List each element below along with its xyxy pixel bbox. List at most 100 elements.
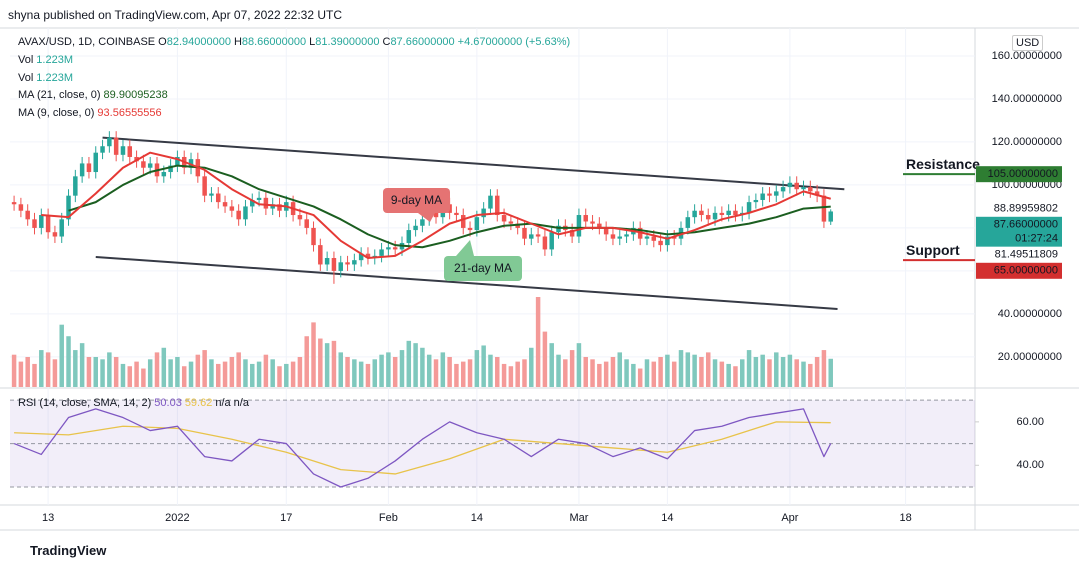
candle-body xyxy=(175,156,180,166)
volume-bar xyxy=(495,357,500,387)
volume-bar xyxy=(488,354,493,387)
volume-bar xyxy=(79,343,85,387)
rsi-line xyxy=(13,408,832,488)
candle-body xyxy=(603,227,609,235)
price-label-box xyxy=(976,262,1062,279)
volume-bar xyxy=(644,359,650,387)
volume-bar xyxy=(814,357,820,387)
candle-body xyxy=(808,187,813,192)
legend-row: Vol 1.223M xyxy=(18,52,171,70)
y-tick-label: 20.00000000 xyxy=(998,351,1062,363)
volume-bar xyxy=(243,359,248,387)
candle-body xyxy=(406,230,412,243)
annotation-box xyxy=(383,188,450,213)
volume-bar xyxy=(665,354,670,387)
candle-body xyxy=(787,182,793,188)
candle-body xyxy=(651,236,657,241)
candle-body xyxy=(460,215,466,228)
volume-bar xyxy=(229,357,235,387)
candle-body xyxy=(828,211,833,222)
candle-body xyxy=(93,152,98,173)
candle-body xyxy=(753,199,759,203)
volume-bar xyxy=(209,359,214,387)
volume-bar xyxy=(39,350,44,387)
volume-bar xyxy=(563,359,568,387)
candle-body xyxy=(597,223,602,228)
ohlc-value: 88.66000000 xyxy=(241,36,307,48)
price-label: 65.00000000 xyxy=(994,265,1058,277)
candle-body xyxy=(141,161,146,168)
volume-bar xyxy=(379,354,384,387)
candle-body xyxy=(801,187,806,190)
candle-body xyxy=(243,206,248,220)
volume-bar xyxy=(522,359,527,387)
candle-body xyxy=(617,236,623,239)
volume-bar xyxy=(297,357,303,387)
candle-body xyxy=(202,176,207,196)
volume-bar xyxy=(52,359,58,387)
candle-body xyxy=(658,240,663,246)
candle-body xyxy=(263,197,269,209)
candle-body xyxy=(45,215,51,233)
candle-body xyxy=(501,215,507,222)
volume-bar xyxy=(746,350,752,387)
volume-bar xyxy=(270,359,275,387)
candle-body xyxy=(18,204,24,211)
candle-body xyxy=(318,245,323,265)
change: +4.67000000 (+5.63%) xyxy=(457,36,571,48)
volume-bar xyxy=(631,363,636,387)
volume-bar xyxy=(120,363,126,387)
volume-bar xyxy=(440,352,446,387)
volume-bar xyxy=(66,336,71,387)
volume-bar xyxy=(32,363,37,387)
annotation-text: 21-day MA xyxy=(454,261,512,275)
rsi-tick-label: 40.00 xyxy=(1016,459,1044,471)
y-tick-label: 140.00000000 xyxy=(992,93,1062,105)
volume-bar xyxy=(222,361,228,387)
candle-body xyxy=(705,215,711,220)
candle-body xyxy=(277,204,282,211)
candle-body xyxy=(556,225,561,233)
rsi-tick-label: 60.00 xyxy=(1016,416,1044,428)
candle-body xyxy=(733,210,738,216)
volume-bar xyxy=(699,357,704,387)
candle-body xyxy=(780,187,786,192)
candle-body xyxy=(270,204,275,209)
candle-body xyxy=(624,234,629,237)
trendline xyxy=(95,255,838,310)
x-tick-label: 13 xyxy=(42,512,54,524)
volume-bar xyxy=(195,354,201,387)
x-tick-label: 18 xyxy=(899,512,911,524)
volume-bar xyxy=(637,368,643,387)
candle-body xyxy=(644,236,650,239)
x-tick-label: 2022 xyxy=(165,512,189,524)
volume-bar xyxy=(420,347,425,387)
price-label-box xyxy=(976,200,1062,217)
price-label-countdown: 01:27:24 xyxy=(1015,233,1058,245)
volume-bar xyxy=(549,343,554,387)
volume-bar xyxy=(726,363,731,387)
candle-body xyxy=(304,219,309,228)
candle-body xyxy=(120,146,126,155)
volume-bar xyxy=(508,366,514,387)
candle-body xyxy=(665,236,670,246)
rsi-label: RSI (14, close, SMA, 14, 2) xyxy=(18,397,152,409)
candle-body xyxy=(25,210,30,220)
volume-bar xyxy=(134,361,139,387)
price-label: 88.89959802 xyxy=(994,203,1058,215)
candle-body xyxy=(358,253,364,261)
candle-body xyxy=(433,210,439,218)
volume-bar xyxy=(59,324,64,387)
volume-bar xyxy=(501,363,507,387)
volume-bar xyxy=(93,357,98,387)
volume-bar xyxy=(392,357,398,387)
ohlc-value: 87.66000000 xyxy=(390,36,455,48)
candle-body xyxy=(712,212,718,220)
volume-bar xyxy=(603,361,609,387)
candle-body xyxy=(352,260,357,265)
legend-value: 1.223M xyxy=(36,71,73,84)
volume-bar xyxy=(569,350,575,387)
candle-body xyxy=(365,253,371,259)
volume-bar xyxy=(801,361,806,387)
volume-bar xyxy=(358,361,364,387)
